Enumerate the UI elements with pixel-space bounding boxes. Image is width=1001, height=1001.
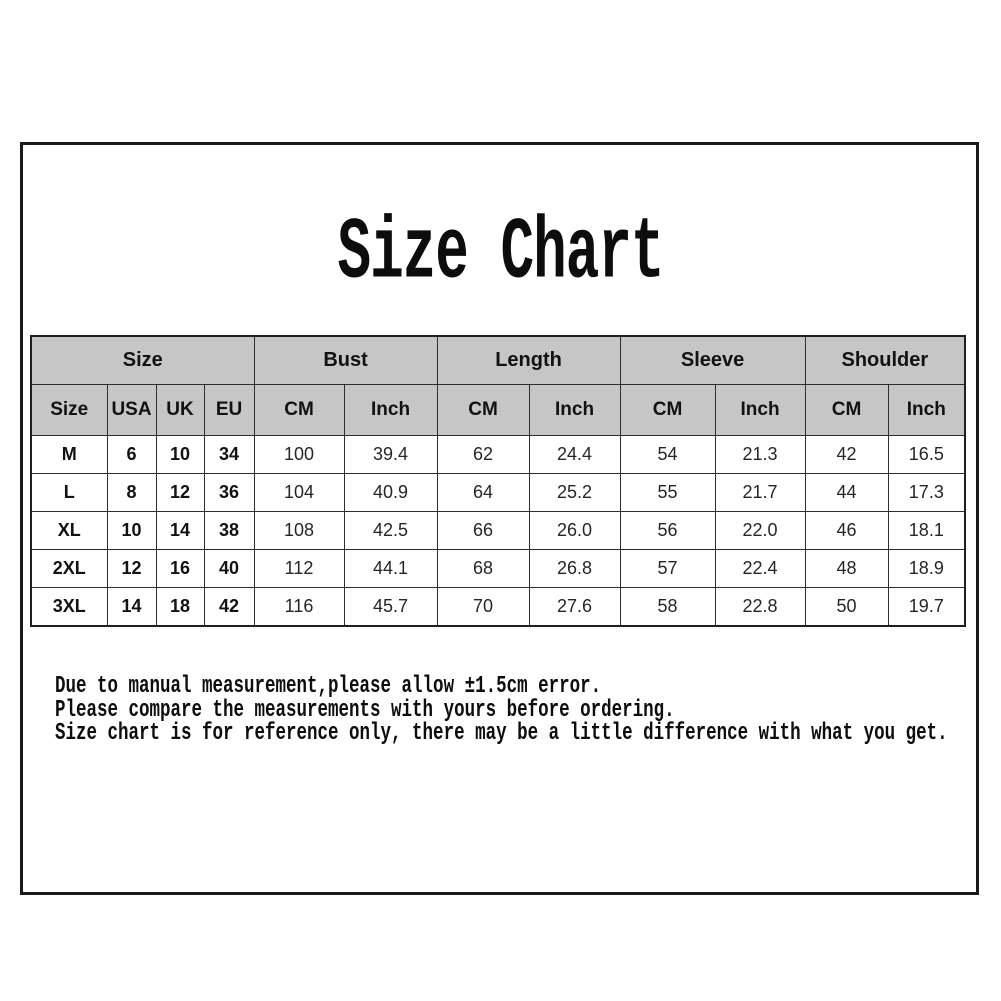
- column-header: CM: [619, 384, 716, 436]
- column-header: UK: [155, 384, 205, 436]
- cell: 40: [203, 549, 255, 588]
- note-line: Due to manual measurement,please allow ±…: [55, 673, 602, 701]
- table-row: 3XL 14 18 42 116 45.7 70 27.6 58 22.8 50 19.7: [30, 587, 966, 627]
- group-header-length: Length: [436, 335, 621, 385]
- cell: 68: [436, 549, 530, 588]
- cell: 42: [804, 435, 889, 474]
- cell: 3XL: [30, 587, 108, 627]
- cell: 22.8: [714, 587, 806, 627]
- cell: 18.9: [887, 549, 966, 588]
- cell: 46: [804, 511, 889, 550]
- cell: 66: [436, 511, 530, 550]
- cell: 6: [106, 435, 157, 474]
- note-line: Please compare the measurements with you…: [55, 696, 675, 724]
- cell: XL: [30, 511, 108, 550]
- cell: 10: [155, 435, 205, 474]
- cell: 27.6: [528, 587, 621, 627]
- cell: 36: [203, 473, 255, 512]
- cell: 56: [619, 511, 716, 550]
- cell: 64: [436, 473, 530, 512]
- cell: 39.4: [343, 435, 438, 474]
- cell: 26.8: [528, 549, 621, 588]
- cell: 18: [155, 587, 205, 627]
- cell: 38: [203, 511, 255, 550]
- column-header: CM: [804, 384, 889, 436]
- cell: 44: [804, 473, 889, 512]
- cell: 22.4: [714, 549, 806, 588]
- column-header: CM: [436, 384, 530, 436]
- table-row: M 6 10 34 100 39.4 62 24.4 54 21.3 42 16.5: [30, 435, 966, 474]
- cell: 100: [253, 435, 345, 474]
- cell: 42: [203, 587, 255, 627]
- cell: 19.7: [887, 587, 966, 627]
- column-header: Inch: [714, 384, 806, 436]
- cell: 45.7: [343, 587, 438, 627]
- cell: 116: [253, 587, 345, 627]
- table-body: M 6 10 34 100 39.4 62 24.4 54 21.3 42 16.5 L 8 12 36 104…: [30, 435, 966, 627]
- cell: 58: [619, 587, 716, 627]
- table-row: L 8 12 36 104 40.9 64 25.2 55 21.7 44 17.3: [30, 473, 966, 512]
- column-header: Inch: [343, 384, 438, 436]
- cell: 21.7: [714, 473, 806, 512]
- column-header: Size: [30, 384, 108, 436]
- page-title: Size Chart: [337, 203, 664, 303]
- cell: 25.2: [528, 473, 621, 512]
- column-header: Inch: [528, 384, 621, 436]
- cell: 44.1: [343, 549, 438, 588]
- table-header: Size Bust Length Sleeve Shoulder Size USA UK EU…: [30, 335, 966, 436]
- cell: 8: [106, 473, 157, 512]
- group-header-row: Size Bust Length Sleeve Shoulder: [30, 335, 966, 385]
- cell: 112: [253, 549, 345, 588]
- cell: 17.3: [887, 473, 966, 512]
- cell: 24.4: [528, 435, 621, 474]
- cell: 10: [106, 511, 157, 550]
- cell: 70: [436, 587, 530, 627]
- cell: L: [30, 473, 108, 512]
- cell: 34: [203, 435, 255, 474]
- cell: 50: [804, 587, 889, 627]
- group-header-bust: Bust: [253, 335, 438, 385]
- note-line: Size chart is for reference only, there …: [55, 720, 948, 748]
- cell: 62: [436, 435, 530, 474]
- cell: 26.0: [528, 511, 621, 550]
- notes-block: Due to manual measurement,please allow ±…: [55, 673, 948, 747]
- cell: 48: [804, 549, 889, 588]
- column-header: EU: [203, 384, 255, 436]
- column-header: USA: [106, 384, 157, 436]
- cell: 42.5: [343, 511, 438, 550]
- column-header: CM: [253, 384, 345, 436]
- cell: 108: [253, 511, 345, 550]
- cell: 22.0: [714, 511, 806, 550]
- cell: 40.9: [343, 473, 438, 512]
- cell: 16.5: [887, 435, 966, 474]
- sub-header-row: Size USA UK EU CM Inch CM Inch CM Inch CM Inch: [30, 384, 966, 436]
- cell: 12: [106, 549, 157, 588]
- cell: 18.1: [887, 511, 966, 550]
- group-header-size: Size: [30, 335, 255, 385]
- table-row: 2XL 12 16 40 112 44.1 68 26.8 57 22.4 48 18.9: [30, 549, 966, 588]
- group-header-sleeve: Sleeve: [619, 335, 806, 385]
- cell: 21.3: [714, 435, 806, 474]
- group-header-shoulder: Shoulder: [804, 335, 966, 385]
- cell: 57: [619, 549, 716, 588]
- title-container: Size Chart: [0, 210, 1001, 297]
- cell: 104: [253, 473, 345, 512]
- cell: 12: [155, 473, 205, 512]
- cell: 2XL: [30, 549, 108, 588]
- cell: 16: [155, 549, 205, 588]
- cell: 14: [106, 587, 157, 627]
- cell: 14: [155, 511, 205, 550]
- column-header: Inch: [887, 384, 966, 436]
- table-row: XL 10 14 38 108 42.5 66 26.0 56 22.0 46 18.1: [30, 511, 966, 550]
- cell: M: [30, 435, 108, 474]
- cell: 55: [619, 473, 716, 512]
- cell: 54: [619, 435, 716, 474]
- size-table: Size Bust Length Sleeve Shoulder Size USA UK EU…: [30, 335, 967, 627]
